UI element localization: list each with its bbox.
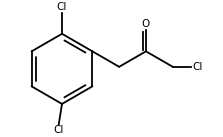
Text: Cl: Cl <box>192 62 202 72</box>
Text: Cl: Cl <box>54 125 64 135</box>
Text: Cl: Cl <box>57 2 67 12</box>
Text: O: O <box>142 19 150 29</box>
